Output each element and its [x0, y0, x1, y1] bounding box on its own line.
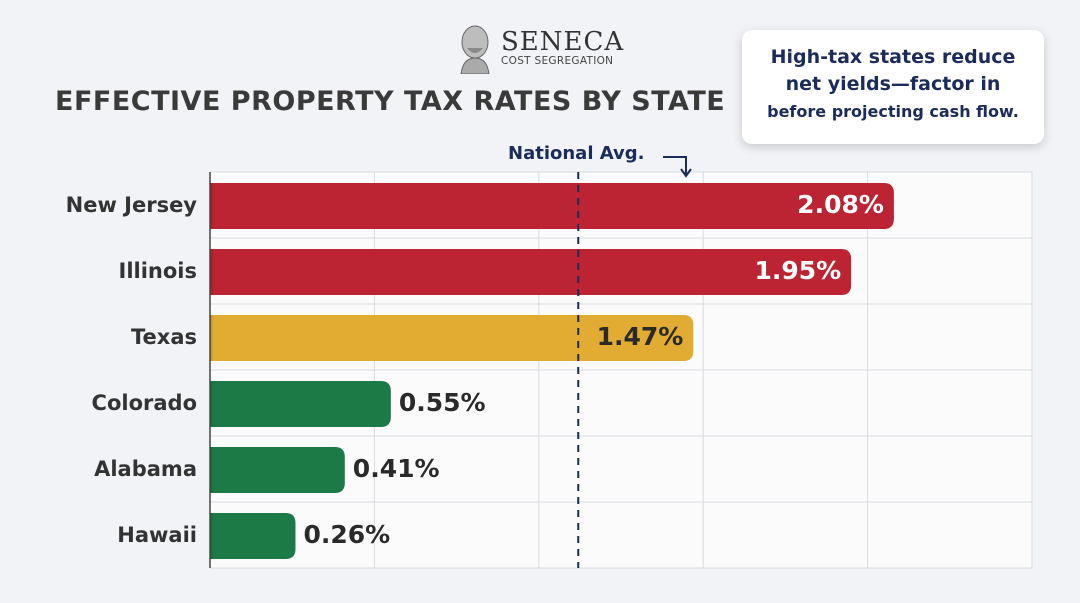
category-label: Texas: [131, 325, 197, 349]
callout-line-1: High-tax states reduce: [770, 46, 1016, 68]
data-label: 1.47%: [596, 322, 684, 351]
category-label: New Jersey: [65, 193, 197, 217]
callout-line-2: net yields—factor in: [785, 73, 1001, 95]
category-label: Colorado: [91, 391, 197, 415]
category-label: Illinois: [118, 259, 197, 283]
category-label: Alabama: [94, 457, 197, 481]
seneca-bust-icon: [460, 25, 490, 74]
data-label: 2.08%: [797, 190, 884, 219]
national-avg-label: National Avg.: [508, 143, 645, 164]
bar-shade: [210, 381, 270, 427]
data-label: 0.41%: [352, 454, 440, 483]
logo-name: SENECA: [501, 27, 625, 57]
bar-new-jersey: [210, 183, 894, 229]
data-label: 0.26%: [303, 520, 391, 549]
data-label: 1.95%: [754, 256, 842, 285]
data-label: 0.55%: [398, 388, 486, 417]
bar-texas: [210, 315, 694, 361]
bar-shade: [210, 513, 270, 559]
arrow-icon: [663, 156, 692, 178]
logo-subtitle: COST SEGREGATION: [501, 55, 614, 67]
bar-illinois: [210, 249, 852, 295]
bar-shade: [210, 315, 270, 361]
bar-shade: [210, 447, 270, 493]
callout-line-3: before projecting cash flow.: [767, 102, 1019, 121]
category-label: Hawaii: [117, 523, 197, 547]
chart-title: EFFECTIVE PROPERTY TAX RATES BY STATE: [55, 86, 726, 117]
bar-shade: [210, 249, 270, 295]
logo: SENECA COST SEGREGATION: [455, 22, 624, 74]
bar-shade: [210, 183, 270, 229]
callout-box: High-tax states reduce net yields—factor…: [742, 30, 1044, 144]
